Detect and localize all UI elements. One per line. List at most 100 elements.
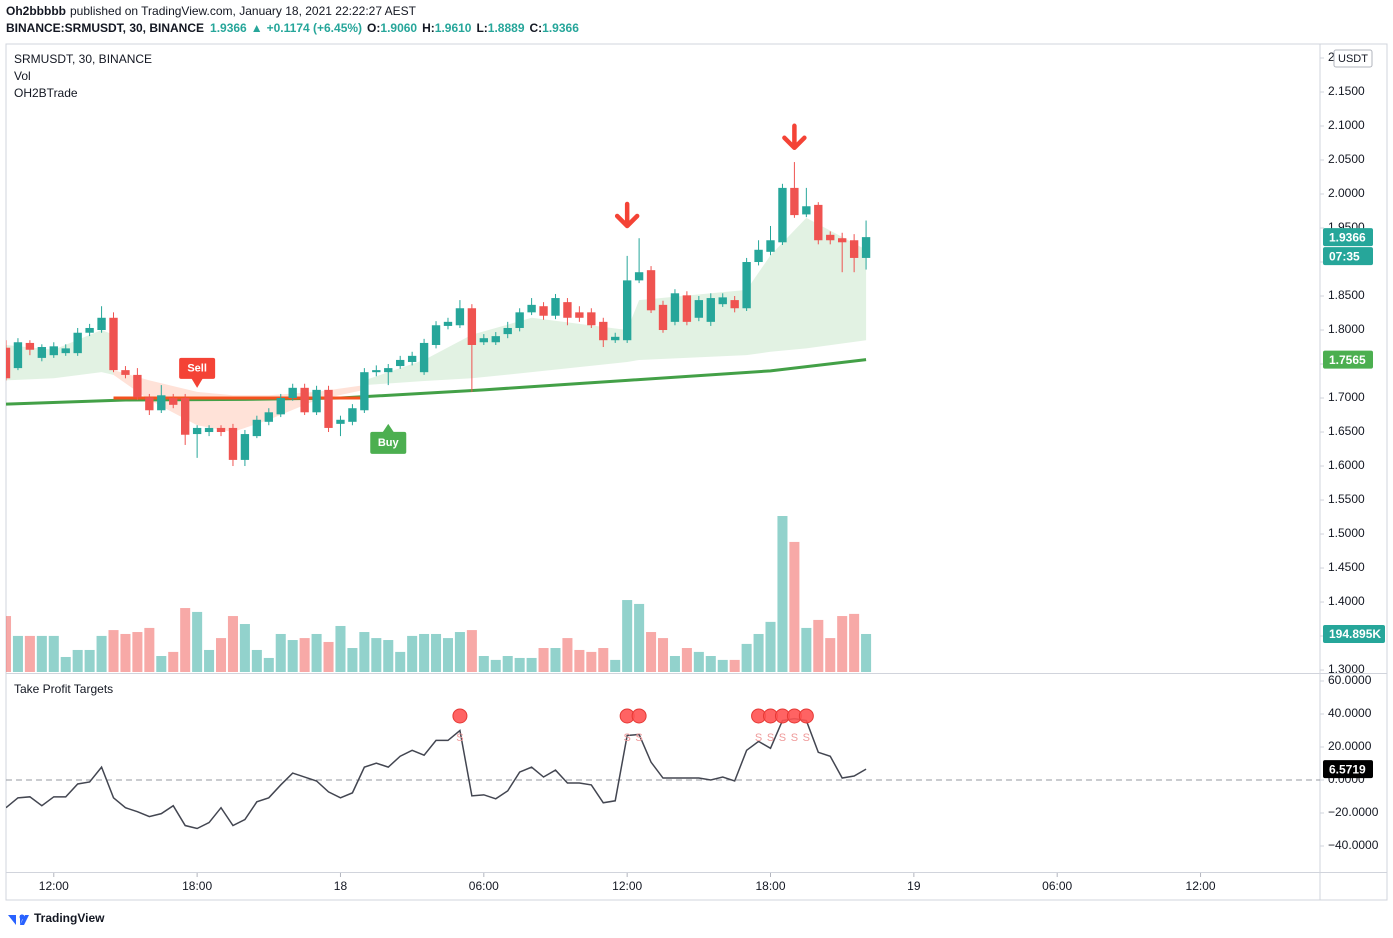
candle-body	[372, 370, 381, 373]
x-tick-label: 06:00	[1042, 879, 1072, 893]
change-arrow: ▲	[251, 21, 263, 35]
target-label: S	[755, 732, 762, 744]
candle-body	[587, 312, 596, 326]
candle-body	[467, 308, 477, 345]
target-dot	[452, 708, 468, 724]
volume-bar	[227, 616, 238, 672]
volume-bar	[299, 638, 310, 672]
price-badge-label: 6.5719	[1329, 762, 1366, 776]
target-label: S	[803, 732, 810, 744]
price-badge	[1323, 350, 1373, 369]
candle-body	[204, 427, 214, 433]
volume-bar	[837, 616, 848, 672]
candle-body	[6, 347, 11, 379]
volume-bar	[478, 656, 489, 672]
volume-bar	[48, 635, 59, 672]
candle-body	[13, 342, 23, 369]
target-label: S	[623, 732, 630, 744]
volume-bar	[598, 648, 609, 672]
volume-bar	[431, 633, 442, 672]
countdown-badge	[1323, 247, 1373, 266]
candle-body	[228, 427, 238, 460]
x-tick-label: 19	[907, 879, 921, 893]
volume-bar	[669, 656, 680, 672]
volume-bar	[108, 630, 119, 672]
ohlc-value: 1.9060	[380, 21, 417, 35]
signal: Buy	[370, 423, 407, 454]
candle-body	[802, 206, 811, 215]
candle-body	[515, 312, 524, 328]
volume-bar	[741, 643, 752, 672]
candle-body	[634, 272, 644, 281]
price-badge-label: 194.895K	[1329, 627, 1381, 641]
volume-bar	[753, 633, 764, 672]
volume-bar	[72, 649, 83, 672]
candle-body	[754, 249, 763, 263]
target-label: S	[635, 732, 642, 744]
y-tick-label: 2.1500	[1328, 84, 1365, 98]
volume-bar	[347, 648, 358, 672]
candle-body	[396, 359, 405, 367]
target-label: S	[791, 732, 798, 744]
y-tick-label: 1.4500	[1328, 560, 1365, 574]
volume-bar	[275, 633, 286, 672]
candle-body	[838, 238, 847, 243]
candle-body	[778, 187, 787, 243]
volume-bar	[729, 659, 740, 672]
candle-body	[240, 434, 250, 460]
volume-bar	[239, 624, 250, 672]
volume-bar	[610, 659, 621, 672]
volume-bar	[335, 625, 346, 672]
candle-body	[276, 398, 285, 415]
y-tick-label: 40.0000	[1328, 706, 1372, 720]
signal: Sell	[179, 357, 216, 388]
volume-bar	[216, 638, 227, 672]
volume-bar	[526, 657, 537, 672]
cloud	[364, 217, 867, 386]
volume-bar	[395, 651, 406, 672]
candle-body	[73, 332, 82, 354]
cloud	[113, 370, 365, 433]
volume-bar	[371, 638, 382, 672]
volume-bar	[574, 649, 585, 672]
unit-box	[1333, 49, 1373, 68]
volume-bar	[323, 641, 334, 672]
volume-bar	[861, 633, 872, 672]
candle-body	[61, 348, 70, 354]
candle-body	[336, 419, 345, 424]
candle-body	[37, 347, 47, 358]
volume-bar	[419, 633, 430, 672]
candle-body	[694, 300, 704, 318]
candle-body	[431, 325, 441, 345]
volume-bar	[168, 651, 179, 672]
signal-pointer	[382, 423, 395, 433]
y-tick-label: 20.0000	[1328, 739, 1372, 753]
published: published on TradingView.com, January 18…	[70, 4, 417, 18]
volume-bar	[311, 633, 322, 672]
candle-body	[145, 397, 154, 411]
candle-body	[599, 321, 608, 341]
candle-body	[384, 368, 393, 373]
price-badge-label: 1.7565	[1329, 353, 1366, 367]
candle-body	[360, 372, 369, 411]
author: Oh2bbbbb	[6, 4, 66, 18]
candle-body	[646, 270, 656, 311]
volume-bar	[849, 613, 860, 672]
candle-body	[133, 374, 142, 398]
candle-body	[658, 304, 668, 331]
y-tick-label: 1.5000	[1328, 526, 1365, 540]
cloud	[6, 330, 114, 381]
x-tick-label: 06:00	[469, 879, 499, 893]
candle-body	[814, 204, 823, 241]
volume-bar	[538, 648, 549, 672]
candle-body	[527, 304, 536, 313]
ohlc-key: O:	[367, 21, 380, 35]
y-tick-label: 2.0500	[1328, 152, 1365, 166]
ohlc-value: 1.9366	[542, 21, 579, 35]
candle-body	[503, 327, 512, 335]
y-tick-label: 1.7000	[1328, 390, 1365, 404]
candle-body	[551, 298, 560, 316]
signal-box	[370, 431, 407, 454]
